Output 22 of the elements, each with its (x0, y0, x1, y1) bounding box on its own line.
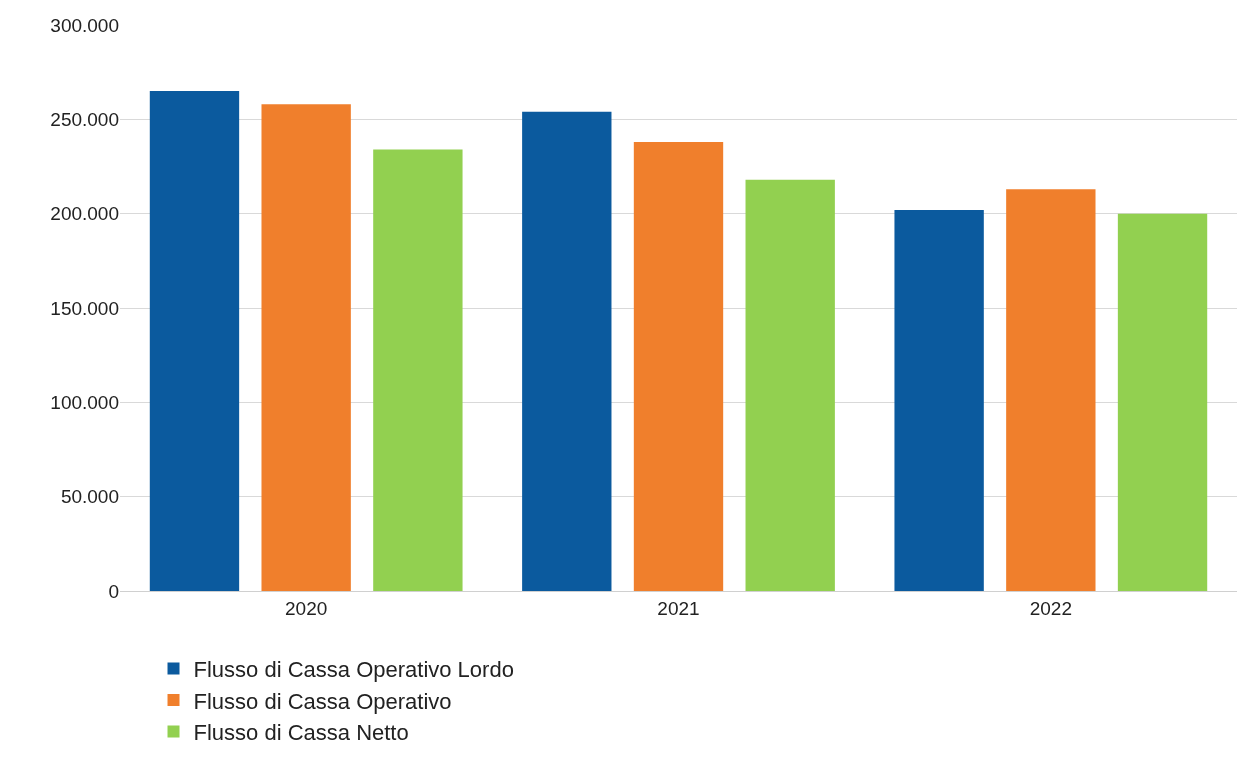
y-tick-label: 250.000 (50, 108, 119, 130)
x-tick-label: 2020 (285, 597, 328, 619)
bar (261, 104, 351, 591)
legend-label: Flusso di Cassa Operativo (193, 688, 452, 714)
y-tick-label: 0 (108, 580, 119, 602)
bar (1006, 189, 1096, 591)
bar (633, 141, 724, 591)
y-tick-label: 50.000 (60, 486, 119, 508)
legend-label: Flusso di Cassa Netto (193, 720, 409, 746)
bar (522, 111, 612, 591)
y-tick-label: 200.000 (50, 203, 119, 225)
bar (1117, 213, 1208, 591)
x-tick-label: 2022 (1029, 597, 1072, 619)
bar (894, 209, 984, 591)
bar (745, 179, 835, 591)
x-tick-label: 2021 (657, 597, 700, 619)
legend-label: Flusso di Cassa Operativo Lordo (193, 656, 514, 682)
y-tick-label: 100.000 (50, 391, 119, 413)
y-tick-label: 300.000 (50, 14, 119, 36)
y-tick-label: 150.000 (50, 297, 119, 319)
bar (373, 149, 463, 591)
bar (149, 91, 240, 591)
